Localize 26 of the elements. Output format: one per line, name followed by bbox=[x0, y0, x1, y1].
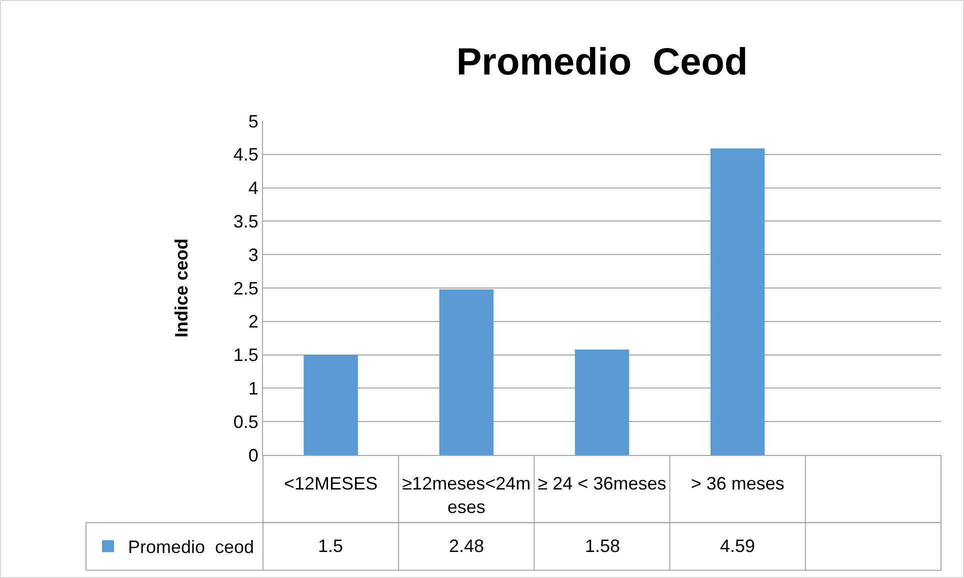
x-tick-label: ≥ 24 < 36meses bbox=[538, 474, 666, 494]
data-label: 2.48 bbox=[449, 536, 484, 556]
y-tick-label: 4 bbox=[248, 178, 258, 198]
data-label: 4.59 bbox=[720, 536, 756, 556]
bar bbox=[574, 349, 630, 455]
chart-title: Promedio Ceod bbox=[456, 41, 748, 84]
bar bbox=[304, 354, 358, 455]
data-label: 1.5 bbox=[318, 536, 344, 556]
x-tick-label: > 36 meses bbox=[690, 474, 784, 494]
x-tick-label: ≥12meses<24meses bbox=[402, 474, 531, 517]
y-tick-label: 0.5 bbox=[233, 412, 258, 432]
y-tick-label: 0 bbox=[248, 445, 258, 466]
bar bbox=[710, 148, 765, 455]
y-tick-label: 1 bbox=[248, 378, 258, 398]
legend-label: Promedio ceod bbox=[128, 537, 254, 558]
y-tick-label: 3 bbox=[248, 244, 258, 265]
bar bbox=[439, 289, 494, 455]
y-tick-label: 2.5 bbox=[233, 278, 258, 298]
y-axis-title: Indice ceod bbox=[172, 238, 192, 338]
y-tick-label: 1.5 bbox=[233, 345, 258, 366]
data-label: 1.58 bbox=[585, 536, 620, 556]
y-tick-label: 2 bbox=[248, 312, 258, 332]
y-tick-label: 4.5 bbox=[233, 144, 258, 165]
y-tick-label: 3.5 bbox=[233, 212, 258, 232]
x-tick-label: <12MESES bbox=[284, 474, 378, 494]
y-tick-label: 5 bbox=[248, 111, 258, 132]
